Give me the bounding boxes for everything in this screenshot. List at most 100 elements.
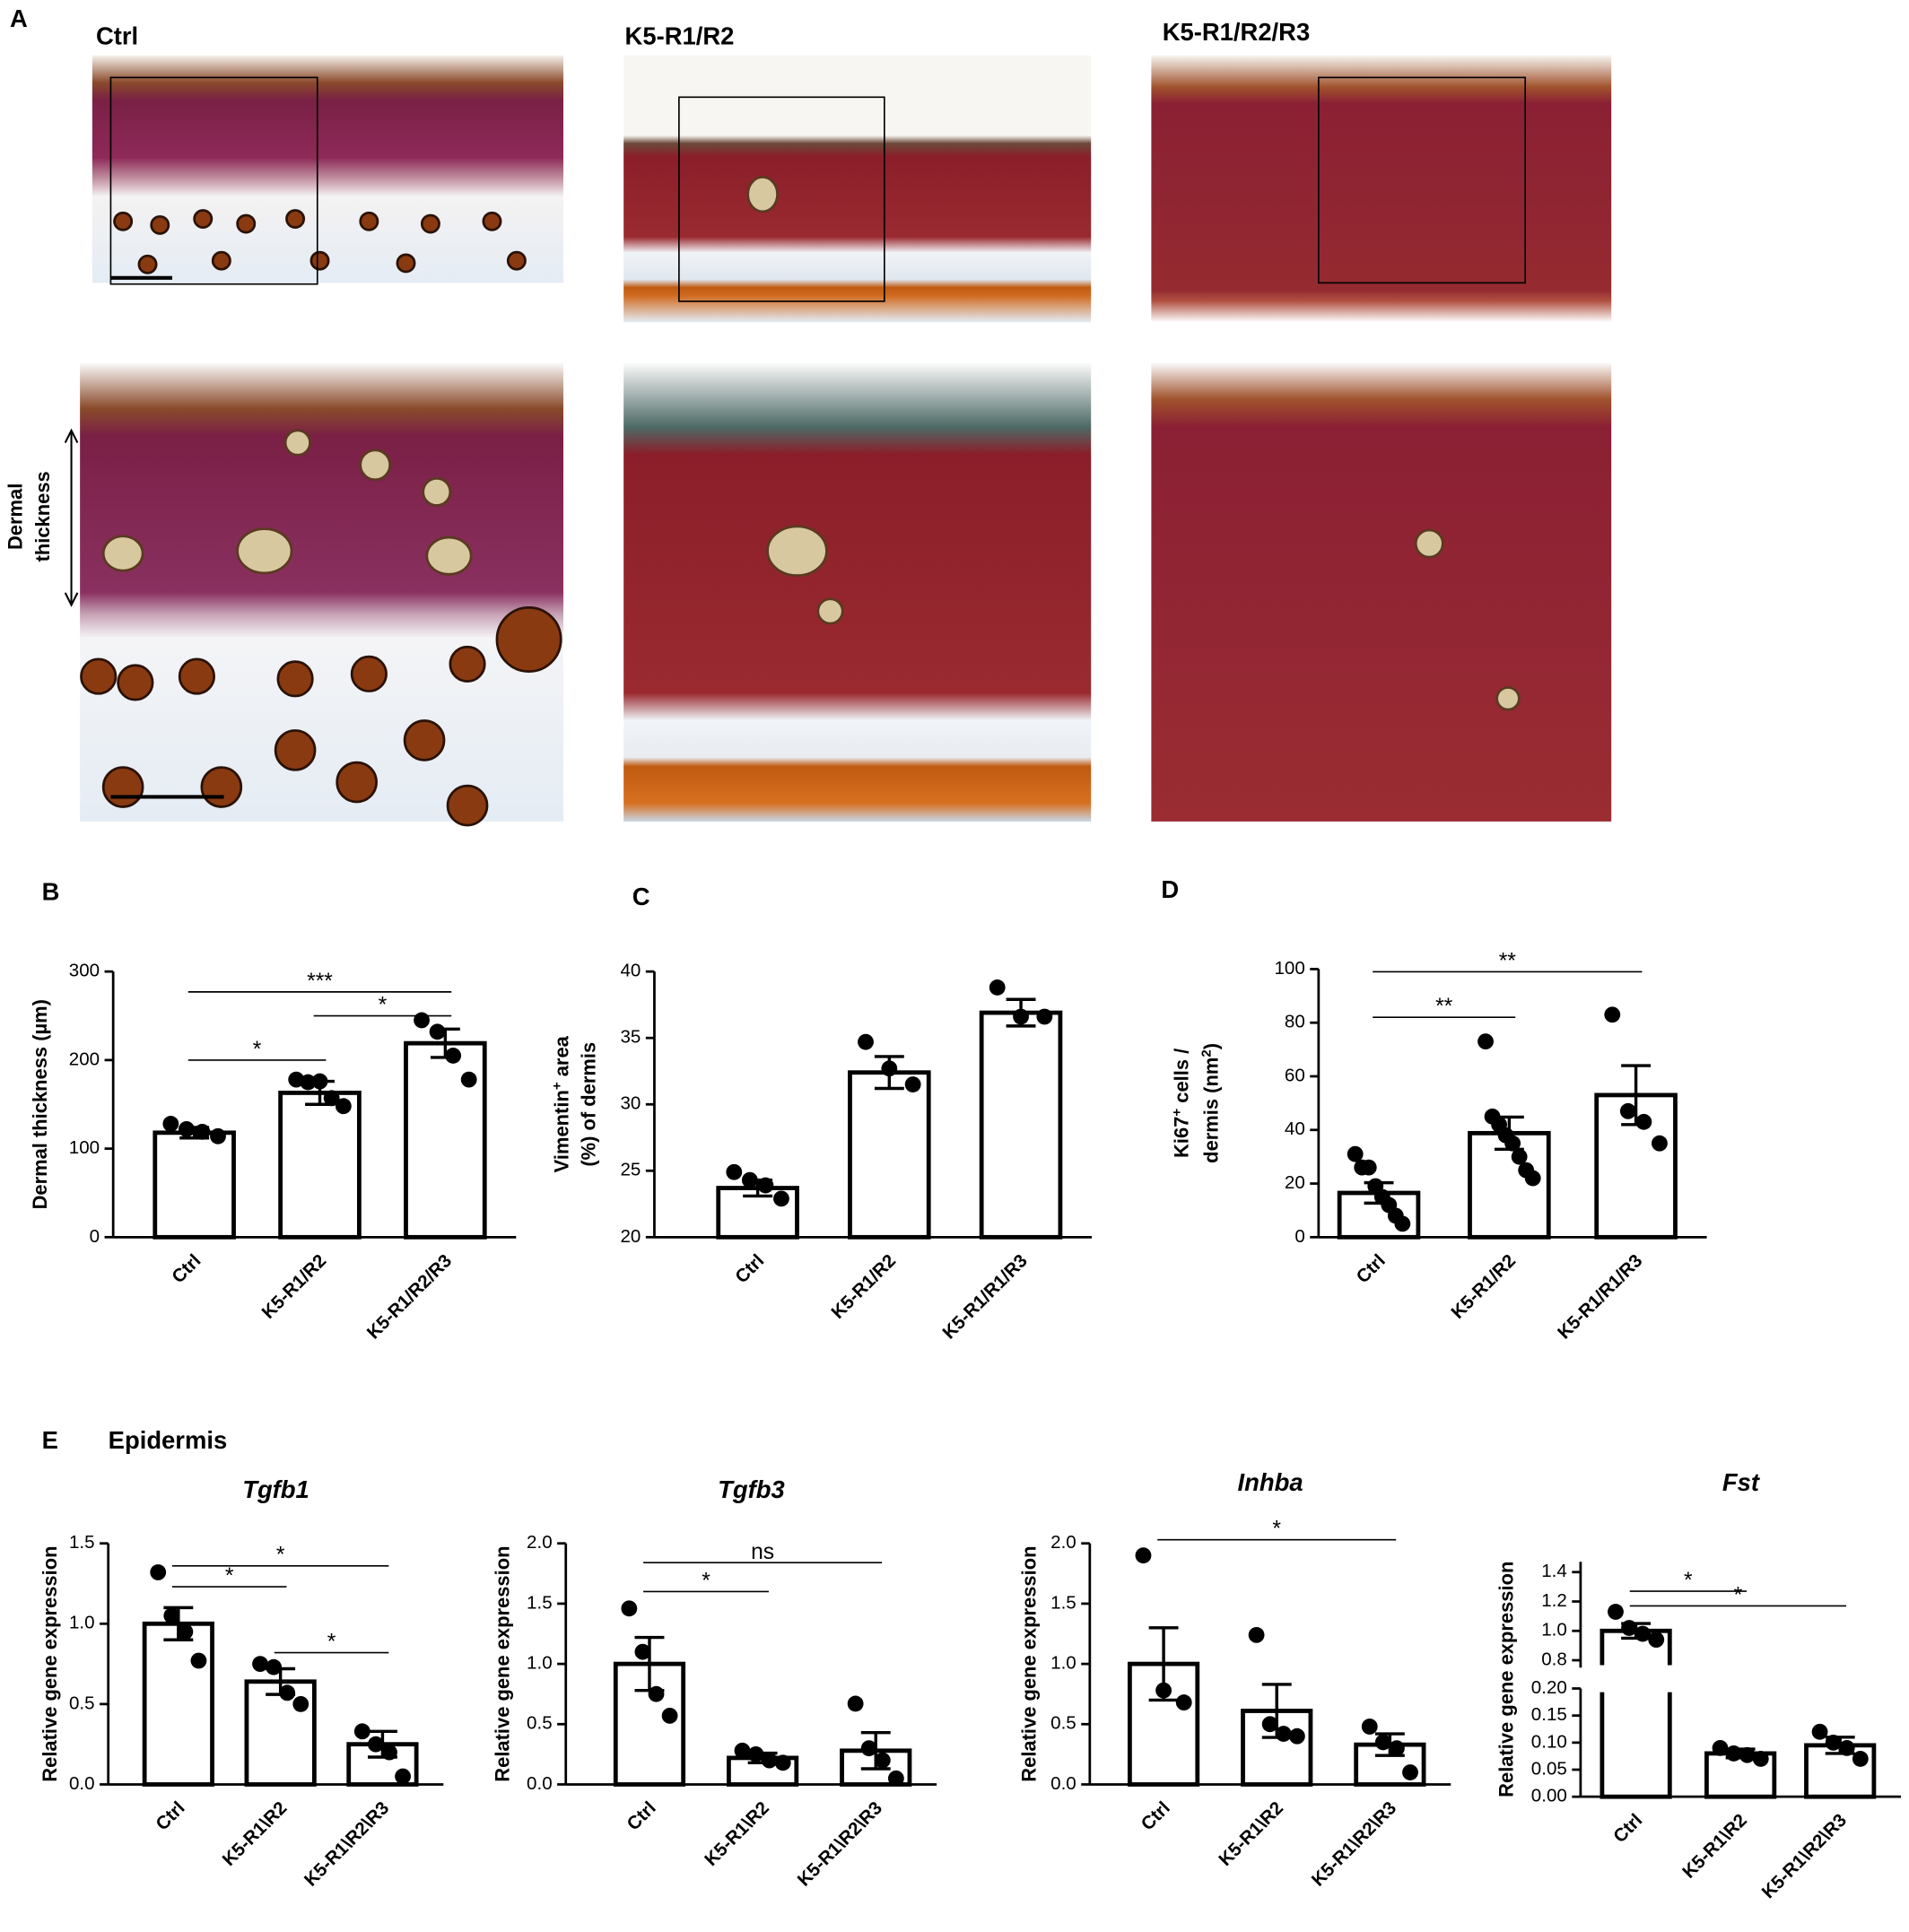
data-point — [1135, 1547, 1152, 1564]
data-point — [1604, 1006, 1621, 1023]
histology-image — [623, 55, 1092, 323]
data-point — [860, 1740, 877, 1757]
x-tick-label: K5-R1\R2 — [1215, 1797, 1287, 1870]
significance-label: * — [1272, 1518, 1281, 1542]
data-point — [1013, 1008, 1029, 1025]
data-point — [335, 1098, 352, 1115]
label-part: Dermal thickness (µm) — [29, 999, 51, 1209]
data-point — [1155, 1682, 1172, 1699]
y-tick-label: 1.0 — [1050, 1653, 1077, 1674]
data-point — [1635, 1113, 1652, 1130]
data-point — [1388, 1740, 1405, 1757]
label-part: area — [550, 1035, 572, 1082]
group-label: Ctrl — [96, 22, 138, 49]
side-label: thickness — [31, 471, 54, 561]
data-point — [761, 1752, 778, 1769]
data-point — [190, 1652, 207, 1669]
data-point — [989, 979, 1006, 996]
histology-image — [92, 55, 563, 283]
y-axis-label: Vimentin+ area — [549, 1035, 572, 1172]
histology-image — [623, 362, 1092, 822]
data-point — [858, 1033, 874, 1050]
y-tick-label: 0.8 — [1541, 1649, 1567, 1669]
y-tick-label: 1.5 — [69, 1532, 95, 1553]
data-point — [874, 1752, 891, 1769]
data-point — [1619, 1102, 1636, 1119]
y-tick-label: 0.5 — [527, 1713, 553, 1734]
significance-label: *** — [307, 970, 333, 994]
data-point — [162, 1116, 179, 1132]
y-tick-label: 0.0 — [527, 1773, 553, 1794]
y-axis-label: Dermal thickness (µm) — [29, 999, 51, 1209]
data-point — [252, 1656, 268, 1673]
label-part: + — [1169, 1109, 1184, 1117]
data-point — [1288, 1727, 1305, 1745]
bar — [404, 1040, 487, 1240]
thickness-arrow — [64, 428, 79, 607]
data-point — [292, 1695, 309, 1712]
bar — [278, 1091, 362, 1240]
y-tick-label: 1.2 — [1541, 1590, 1567, 1611]
data-point — [429, 1023, 446, 1040]
data-point — [1504, 1135, 1521, 1152]
y-tick-label: 1.4 — [1541, 1561, 1567, 1581]
label-part: dermis (nm — [1199, 1057, 1222, 1163]
y-tick-label: 0.10 — [1531, 1731, 1567, 1752]
y-tick-label: 1.0 — [1541, 1620, 1567, 1640]
chart-title: Tgfb3 — [718, 1475, 785, 1503]
histology-image — [1151, 362, 1612, 822]
y-tick-label: 0.00 — [1531, 1786, 1567, 1806]
data-point — [661, 1707, 678, 1724]
data-point — [311, 1073, 328, 1090]
data-point — [163, 1607, 180, 1624]
y-tick-label: 0 — [90, 1226, 100, 1247]
y-axis-label: (%) of dermis — [578, 1042, 600, 1167]
y-tick-label: 1.5 — [527, 1592, 553, 1613]
x-tick-label: Ctrl — [152, 1797, 188, 1834]
y-axis-label: Relative gene expression — [492, 1546, 514, 1782]
data-point — [210, 1127, 226, 1144]
significance-label: * — [253, 1038, 262, 1062]
y-tick-label: 100 — [69, 1137, 100, 1158]
data-point — [395, 1768, 411, 1785]
group-label: K5-R1/R2/R3 — [1163, 18, 1311, 46]
side-label: Dermal — [4, 483, 27, 550]
x-tick-label: K5-R1\R2 — [701, 1797, 773, 1870]
significance-label: * — [1684, 1569, 1693, 1593]
significance-label: * — [702, 1569, 710, 1593]
data-point — [1275, 1726, 1292, 1742]
y-tick-label: 0.0 — [69, 1773, 95, 1794]
data-point — [353, 1723, 370, 1740]
data-point — [178, 1120, 195, 1137]
label-part: ) — [1199, 1043, 1222, 1049]
data-point — [847, 1695, 864, 1712]
y-tick-label: 35 — [621, 1027, 641, 1048]
x-tick-label: K5-R1\R2\R3 — [1308, 1797, 1400, 1890]
panel-label: A — [10, 4, 28, 32]
group-label: K5-R1/R2 — [625, 22, 735, 49]
label-part: + — [549, 1082, 564, 1090]
data-point — [773, 1190, 789, 1207]
data-point — [747, 1745, 764, 1762]
data-point — [741, 1171, 758, 1188]
significance-label: * — [327, 1630, 336, 1654]
y-tick-label: 0.20 — [1531, 1677, 1567, 1698]
chart-title: Inhba — [1237, 1468, 1303, 1496]
data-point — [177, 1623, 194, 1640]
data-point — [194, 1123, 211, 1140]
y-tick-label: 80 — [1285, 1012, 1305, 1032]
data-point — [887, 1770, 904, 1787]
data-point — [881, 1060, 898, 1077]
data-point — [445, 1048, 462, 1064]
data-point — [1394, 1215, 1411, 1232]
y-tick-label: 40 — [1285, 1118, 1305, 1139]
panel-label: E — [42, 1426, 58, 1454]
label-part: Relative gene expression — [39, 1546, 61, 1782]
x-tick-label: K5-R1/R1/R3 — [938, 1250, 1031, 1343]
y-tick-label: 60 — [1285, 1065, 1305, 1085]
data-point — [1652, 1135, 1668, 1152]
histology-images — [64, 55, 1612, 827]
y-tick-label: 300 — [69, 961, 100, 981]
y-tick-label: 2.0 — [1050, 1532, 1077, 1553]
